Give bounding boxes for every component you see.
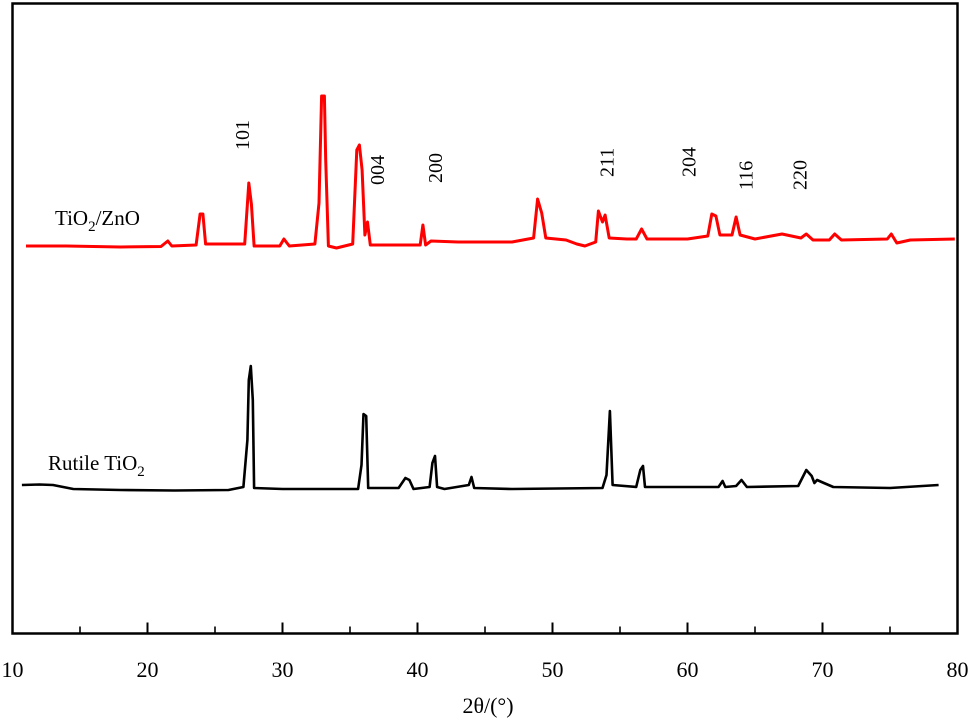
x-tick-label: 40: [407, 657, 429, 682]
x-tick-label: 70: [812, 657, 834, 682]
hkl-label-116: 116: [735, 161, 757, 190]
x-tick-label: 30: [272, 657, 294, 682]
series-label-tio2-zno: TiO2/ZnO: [55, 206, 140, 235]
x-axis-tick-labels: 10 20 30 40 50 60 70 80: [2, 657, 969, 682]
hkl-label-211: 211: [596, 148, 618, 177]
series-rutile-tio2-line: [21, 364, 939, 492]
x-tick-label: 80: [947, 657, 969, 682]
miller-index-annotations: 101 004 200 211 204 116 220: [232, 120, 812, 190]
hkl-label-101: 101: [232, 120, 254, 150]
series-label-rutile-tio2: Rutile TiO2: [48, 451, 145, 480]
x-tick-label: 60: [677, 657, 699, 682]
series-tio2-zno-line: [26, 94, 955, 250]
x-axis-title: 2θ/(°): [462, 693, 513, 718]
hkl-label-220: 220: [789, 160, 811, 190]
hkl-label-004: 004: [367, 155, 389, 185]
hkl-label-200: 200: [425, 153, 447, 183]
plot-frame: [11, 2, 959, 635]
x-tick-label: 20: [137, 657, 159, 682]
x-tick-label: 10: [2, 657, 24, 682]
x-axis-ticks: [11, 622, 959, 634]
hkl-label-204: 204: [679, 147, 701, 177]
x-tick-label: 50: [542, 657, 564, 682]
